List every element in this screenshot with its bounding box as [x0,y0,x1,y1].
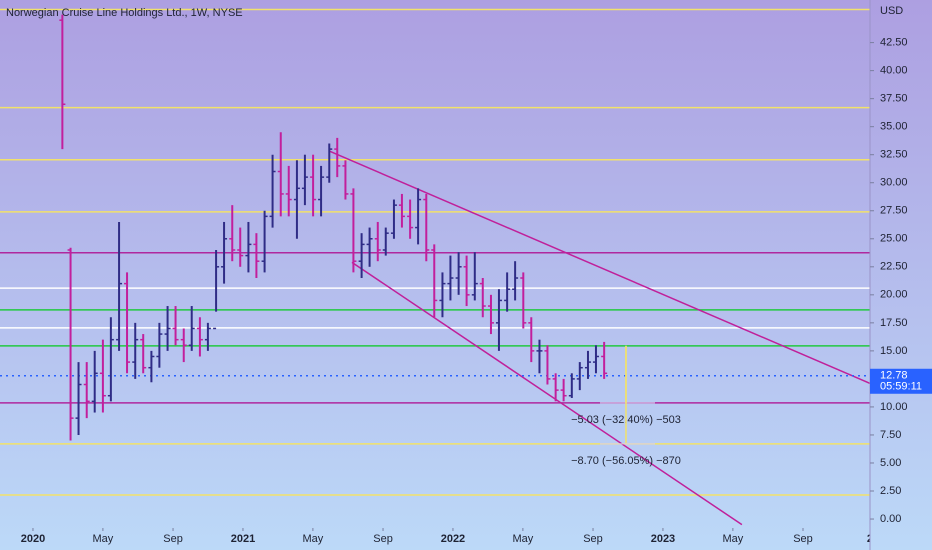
right-axis-panel [870,0,932,550]
price-tag [870,368,932,394]
y-tick-label: 22.50 [880,261,908,273]
y-tick-label: 5.00 [880,457,901,469]
y-tick-label: 7.50 [880,429,901,441]
trend-line [329,150,870,385]
x-tick-label: May [302,533,323,545]
x-tick-label: May [512,533,533,545]
measure-label: −8.70 (−56.05%) −870 [571,455,681,467]
y-tick-label: 0.00 [880,513,901,525]
y-tick-label: 37.50 [880,93,908,105]
x-tick-label: Sep [373,533,393,545]
y-tick-label: 15.00 [880,345,908,357]
y-tick-label: 10.00 [880,401,908,413]
chart-title: Norwegian Cruise Line Holdings Ltd., 1W,… [6,7,243,19]
y-tick-label: 27.50 [880,205,908,217]
y-tick-label: 17.50 [880,317,908,329]
y-tick-label: 30.00 [880,177,908,189]
price-tag-value: 12.78 [880,370,908,382]
x-tick-label: 2023 [651,533,675,545]
x-tick-label: 2021 [231,533,255,545]
price-tag-countdown: 05:59:11 [880,381,922,393]
x-tick-label: 2020 [21,533,45,545]
x-tick-label: Sep [583,533,603,545]
x-tick-label: May [93,533,114,545]
y-tick-label: 40.00 [880,65,908,77]
trend-line [351,261,743,526]
currency-label: USD [880,5,903,17]
y-tick-label: 2.50 [880,485,901,497]
x-tick-label: May [722,533,743,545]
y-tick-label: 32.50 [880,149,908,161]
x-tick-label: Sep [163,533,183,545]
x-tick-label: Sep [793,533,813,545]
y-tick-label: 35.00 [880,121,908,133]
axes: 2020 May Sep 2021 May Sep 2022 May Sep 2023 May Sep… [21,0,932,550]
y-tick-label: 25.00 [880,233,908,245]
plot-area: −5.03 (−32.40%) −503−8.70 (−56.05%) −870 [0,8,870,526]
y-tick-label: 20.00 [880,289,908,301]
x-tick-label: 2022 [441,533,465,545]
y-tick-label: 42.50 [880,37,908,49]
